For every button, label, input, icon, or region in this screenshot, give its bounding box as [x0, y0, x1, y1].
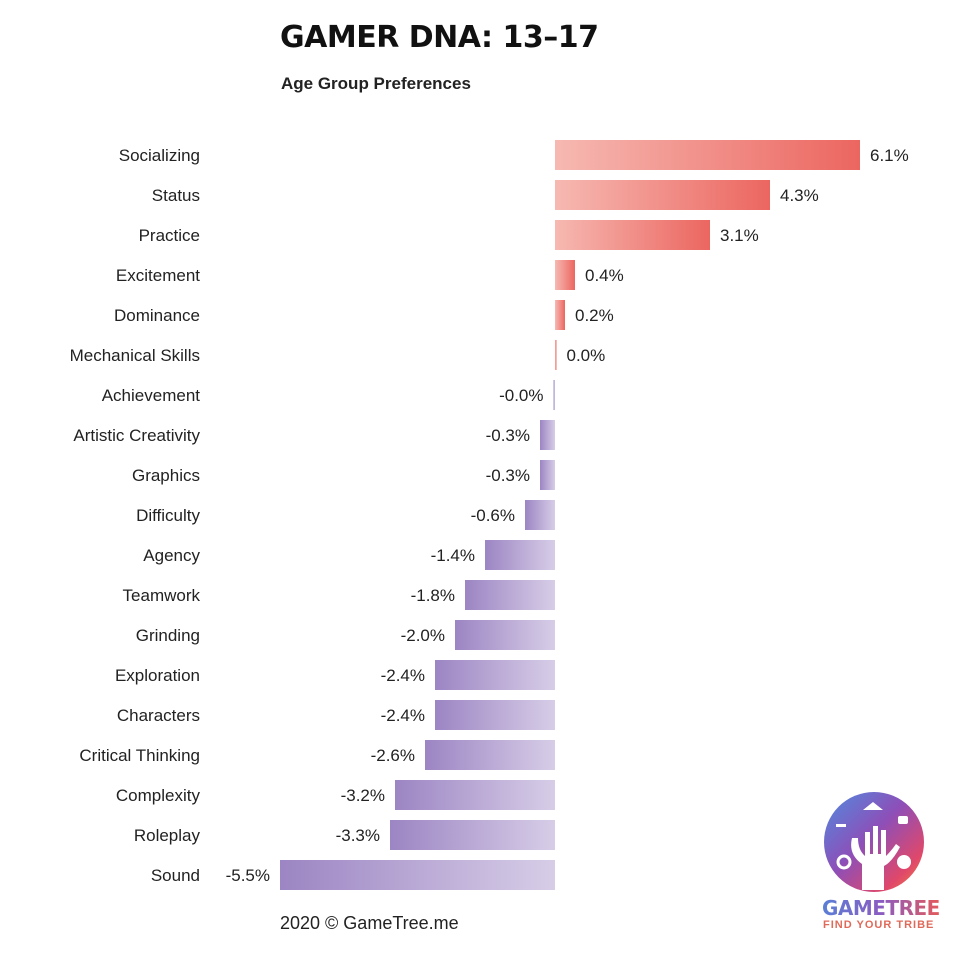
- category-label: Critical Thinking: [79, 746, 200, 765]
- value-label: -1.8%: [411, 586, 455, 605]
- bar: [425, 740, 555, 770]
- category-label: Practice: [139, 226, 200, 245]
- bar: [540, 420, 555, 450]
- value-label: -2.6%: [371, 746, 415, 765]
- value-label: -1.4%: [431, 546, 475, 565]
- value-label: -3.2%: [341, 786, 385, 805]
- category-label: Graphics: [132, 466, 200, 485]
- category-label: Socializing: [119, 146, 200, 165]
- category-label: Excitement: [116, 266, 200, 285]
- value-label: 6.1%: [870, 146, 909, 165]
- category-label: Mechanical Skills: [70, 346, 200, 365]
- bar: [555, 340, 557, 370]
- category-label: Achievement: [102, 386, 201, 405]
- chart-subtitle: Age Group Preferences: [281, 74, 471, 93]
- value-label: -2.4%: [381, 666, 425, 685]
- category-label: Characters: [117, 706, 200, 725]
- bar: [395, 780, 555, 810]
- category-label: Difficulty: [136, 506, 200, 525]
- value-label: 0.4%: [585, 266, 624, 285]
- gametree-logo: GAMETREE FIND YOUR TRIBE: [818, 790, 940, 936]
- bars-group: Socializing 6.1% Status 4.3% Practice 3.1% Exc…: [70, 140, 909, 890]
- copyright-footer: 2020 © GameTree.me: [280, 913, 459, 933]
- bar: [555, 300, 565, 330]
- brand-tagline: FIND YOUR TRIBE: [823, 919, 935, 931]
- category-label: Teamwork: [123, 586, 201, 605]
- bar: [435, 700, 555, 730]
- value-label: -3.3%: [336, 826, 380, 845]
- value-label: -5.5%: [226, 866, 270, 885]
- gametree-tree-hand-icon: [824, 792, 924, 892]
- value-label: 0.0%: [567, 346, 606, 365]
- category-label: Grinding: [136, 626, 200, 645]
- value-label: -0.0%: [499, 386, 543, 405]
- category-label: Dominance: [114, 306, 200, 325]
- bar: [553, 380, 555, 410]
- value-label: -0.3%: [486, 426, 530, 445]
- bar: [555, 140, 860, 170]
- bar: [280, 860, 555, 890]
- value-label: -2.4%: [381, 706, 425, 725]
- bar: [485, 540, 555, 570]
- bar: [555, 260, 575, 290]
- category-label: Artistic Creativity: [73, 426, 200, 445]
- bar: [390, 820, 555, 850]
- bar: [435, 660, 555, 690]
- value-label: 0.2%: [575, 306, 614, 325]
- value-label: -2.0%: [401, 626, 445, 645]
- value-label: 3.1%: [720, 226, 759, 245]
- category-label: Exploration: [115, 666, 200, 685]
- category-label: Agency: [143, 546, 200, 565]
- bar: [540, 460, 555, 490]
- value-label: -0.6%: [471, 506, 515, 525]
- category-label: Complexity: [116, 786, 201, 805]
- value-label: -0.3%: [486, 466, 530, 485]
- value-label: 4.3%: [780, 186, 819, 205]
- chart-title: GAMER DNA: 13–17: [280, 20, 599, 55]
- category-label: Sound: [151, 866, 200, 885]
- bar: [455, 620, 555, 650]
- bar: [465, 580, 555, 610]
- bar: [555, 220, 710, 250]
- category-label: Status: [152, 186, 200, 205]
- bar: [555, 180, 770, 210]
- category-label: Roleplay: [134, 826, 201, 845]
- bar: [525, 500, 555, 530]
- brand-name: GAMETREE: [822, 896, 940, 920]
